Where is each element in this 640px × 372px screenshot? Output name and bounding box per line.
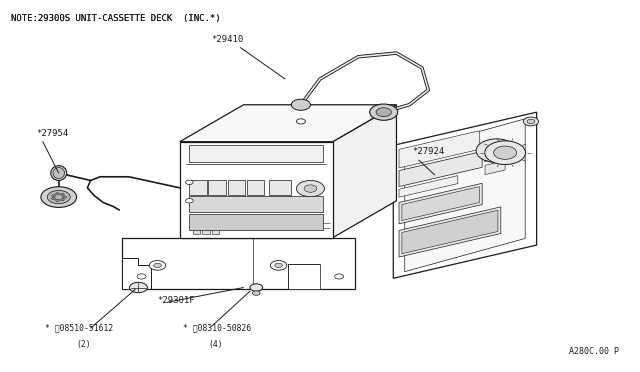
- Polygon shape: [193, 228, 200, 234]
- Circle shape: [63, 196, 67, 198]
- Polygon shape: [288, 263, 320, 289]
- Text: NOTE:29300S UNIT-CASSETTE DECK  (INC.*): NOTE:29300S UNIT-CASSETTE DECK (INC.*): [11, 14, 221, 23]
- Polygon shape: [189, 145, 323, 162]
- Circle shape: [296, 180, 324, 197]
- Polygon shape: [180, 105, 396, 142]
- Polygon shape: [399, 183, 482, 224]
- Circle shape: [186, 180, 193, 185]
- Polygon shape: [399, 131, 479, 168]
- Polygon shape: [180, 142, 333, 238]
- Polygon shape: [485, 161, 505, 174]
- Circle shape: [47, 190, 70, 204]
- Text: (4): (4): [209, 340, 223, 349]
- Text: *29410: *29410: [211, 35, 244, 44]
- Circle shape: [149, 260, 166, 270]
- Polygon shape: [402, 187, 479, 221]
- Polygon shape: [394, 112, 537, 278]
- Circle shape: [52, 198, 56, 200]
- Text: (2): (2): [77, 340, 92, 349]
- Circle shape: [154, 263, 161, 267]
- Circle shape: [484, 141, 525, 164]
- Circle shape: [476, 139, 517, 163]
- Circle shape: [252, 291, 260, 295]
- Text: * Ⓢ08510-51612: * Ⓢ08510-51612: [45, 324, 113, 333]
- Circle shape: [60, 199, 64, 201]
- Polygon shape: [399, 176, 458, 197]
- Circle shape: [291, 99, 310, 110]
- Circle shape: [52, 195, 56, 197]
- Circle shape: [527, 119, 535, 124]
- Text: *29301F: *29301F: [157, 296, 195, 305]
- Circle shape: [335, 274, 344, 279]
- Circle shape: [493, 146, 516, 159]
- Polygon shape: [269, 180, 291, 195]
- Ellipse shape: [51, 166, 67, 180]
- Text: NOTE:29300S UNIT-CASSETTE DECK  (INC.*): NOTE:29300S UNIT-CASSETTE DECK (INC.*): [11, 14, 221, 23]
- Circle shape: [524, 117, 539, 126]
- Polygon shape: [202, 228, 210, 234]
- Circle shape: [41, 187, 77, 208]
- Polygon shape: [189, 180, 207, 195]
- Polygon shape: [122, 258, 151, 289]
- Text: A280C.00 P: A280C.00 P: [570, 347, 620, 356]
- Polygon shape: [212, 228, 220, 234]
- Polygon shape: [485, 147, 505, 161]
- Polygon shape: [399, 151, 482, 187]
- Circle shape: [370, 104, 397, 120]
- Ellipse shape: [53, 167, 65, 179]
- Text: * Ⓢ08310-50826: * Ⓢ08310-50826: [183, 324, 252, 333]
- Polygon shape: [333, 105, 396, 238]
- Polygon shape: [246, 180, 264, 195]
- Circle shape: [186, 199, 193, 203]
- Polygon shape: [404, 119, 525, 272]
- Polygon shape: [189, 214, 323, 230]
- Circle shape: [250, 284, 262, 291]
- Circle shape: [56, 193, 60, 195]
- Polygon shape: [402, 210, 498, 254]
- Circle shape: [275, 263, 282, 267]
- Circle shape: [296, 119, 305, 124]
- Polygon shape: [228, 180, 245, 195]
- Circle shape: [137, 274, 146, 279]
- Polygon shape: [399, 207, 501, 257]
- Polygon shape: [122, 238, 355, 289]
- Polygon shape: [209, 180, 226, 195]
- Text: *27924: *27924: [412, 147, 445, 157]
- Circle shape: [56, 199, 60, 201]
- Circle shape: [129, 282, 147, 293]
- Circle shape: [304, 185, 317, 192]
- Circle shape: [270, 260, 287, 270]
- Circle shape: [376, 108, 392, 116]
- Polygon shape: [189, 196, 323, 212]
- Circle shape: [60, 193, 64, 196]
- Text: *27954: *27954: [36, 129, 68, 138]
